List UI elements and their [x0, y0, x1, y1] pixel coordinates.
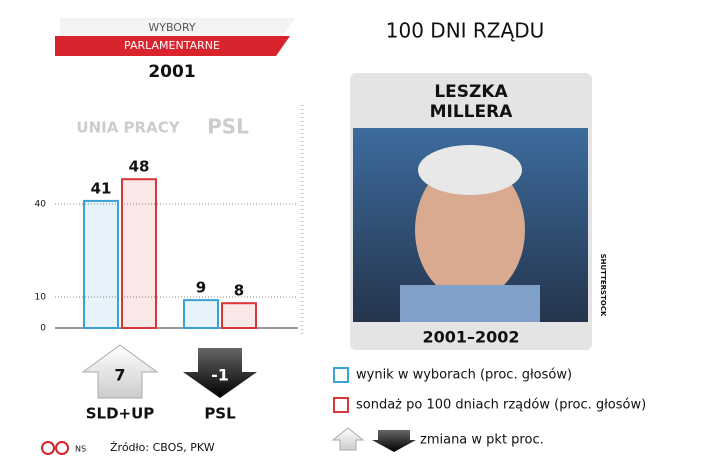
copyright-icon	[41, 441, 55, 455]
logo-up: UNIA PRACY	[76, 119, 180, 137]
photo-hair	[418, 145, 522, 195]
legend-label: sondaż po 100 dniach rządów (proc. głosó…	[356, 398, 646, 413]
photo-credit: SHUTTERSTOCK	[599, 254, 607, 317]
logo-psl: PSL	[207, 115, 249, 139]
header-red-band	[55, 36, 290, 56]
bar	[121, 178, 157, 329]
credit: NS	[75, 445, 86, 454]
header-line1: WYBORY	[148, 21, 196, 34]
legend-swatch	[333, 397, 349, 413]
name-line1: LESZKA	[434, 82, 508, 102]
p-icon	[55, 441, 69, 455]
y-tick-label: 40	[35, 200, 47, 210]
change-label: -1	[211, 366, 229, 385]
panel-years: 2001–2002	[422, 328, 519, 347]
panel-title: 100 DNI RZĄDU	[386, 19, 544, 43]
header-band	[60, 18, 295, 36]
change-arrow-down	[183, 348, 257, 398]
value-label: 9	[196, 279, 206, 297]
bar	[83, 199, 119, 329]
change-arrow-up	[81, 344, 159, 399]
photo-shirt	[400, 285, 540, 322]
value-label: 41	[91, 179, 112, 197]
name-line2: MILLERA	[430, 102, 514, 122]
change-label: 7	[114, 366, 125, 385]
source: Źródło: CBOS, PKW	[110, 441, 215, 454]
header-year: 2001	[148, 62, 195, 82]
value-label: 8	[234, 282, 244, 300]
photo-face	[415, 160, 525, 300]
legend-swatch	[333, 367, 349, 383]
y-tick-label: 10	[35, 293, 47, 303]
y-tick-label: 0	[40, 324, 46, 334]
bar	[221, 302, 257, 330]
legend-change: zmiana w pkt proc.	[420, 433, 544, 448]
x-tick-label: SLD+UP	[86, 405, 155, 423]
legend-up-arrow	[331, 427, 365, 451]
bar	[183, 299, 219, 330]
value-label: 48	[129, 158, 150, 176]
legend-label: wynik w wyborach (proc. głosów)	[356, 368, 572, 383]
header-line2: PARLAMENTARNE	[124, 39, 220, 52]
x-tick-label: PSL	[204, 405, 236, 423]
legend-down-arrow	[372, 430, 416, 452]
